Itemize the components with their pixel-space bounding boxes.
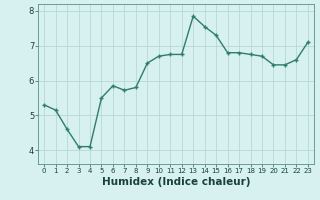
X-axis label: Humidex (Indice chaleur): Humidex (Indice chaleur) [102, 177, 250, 187]
